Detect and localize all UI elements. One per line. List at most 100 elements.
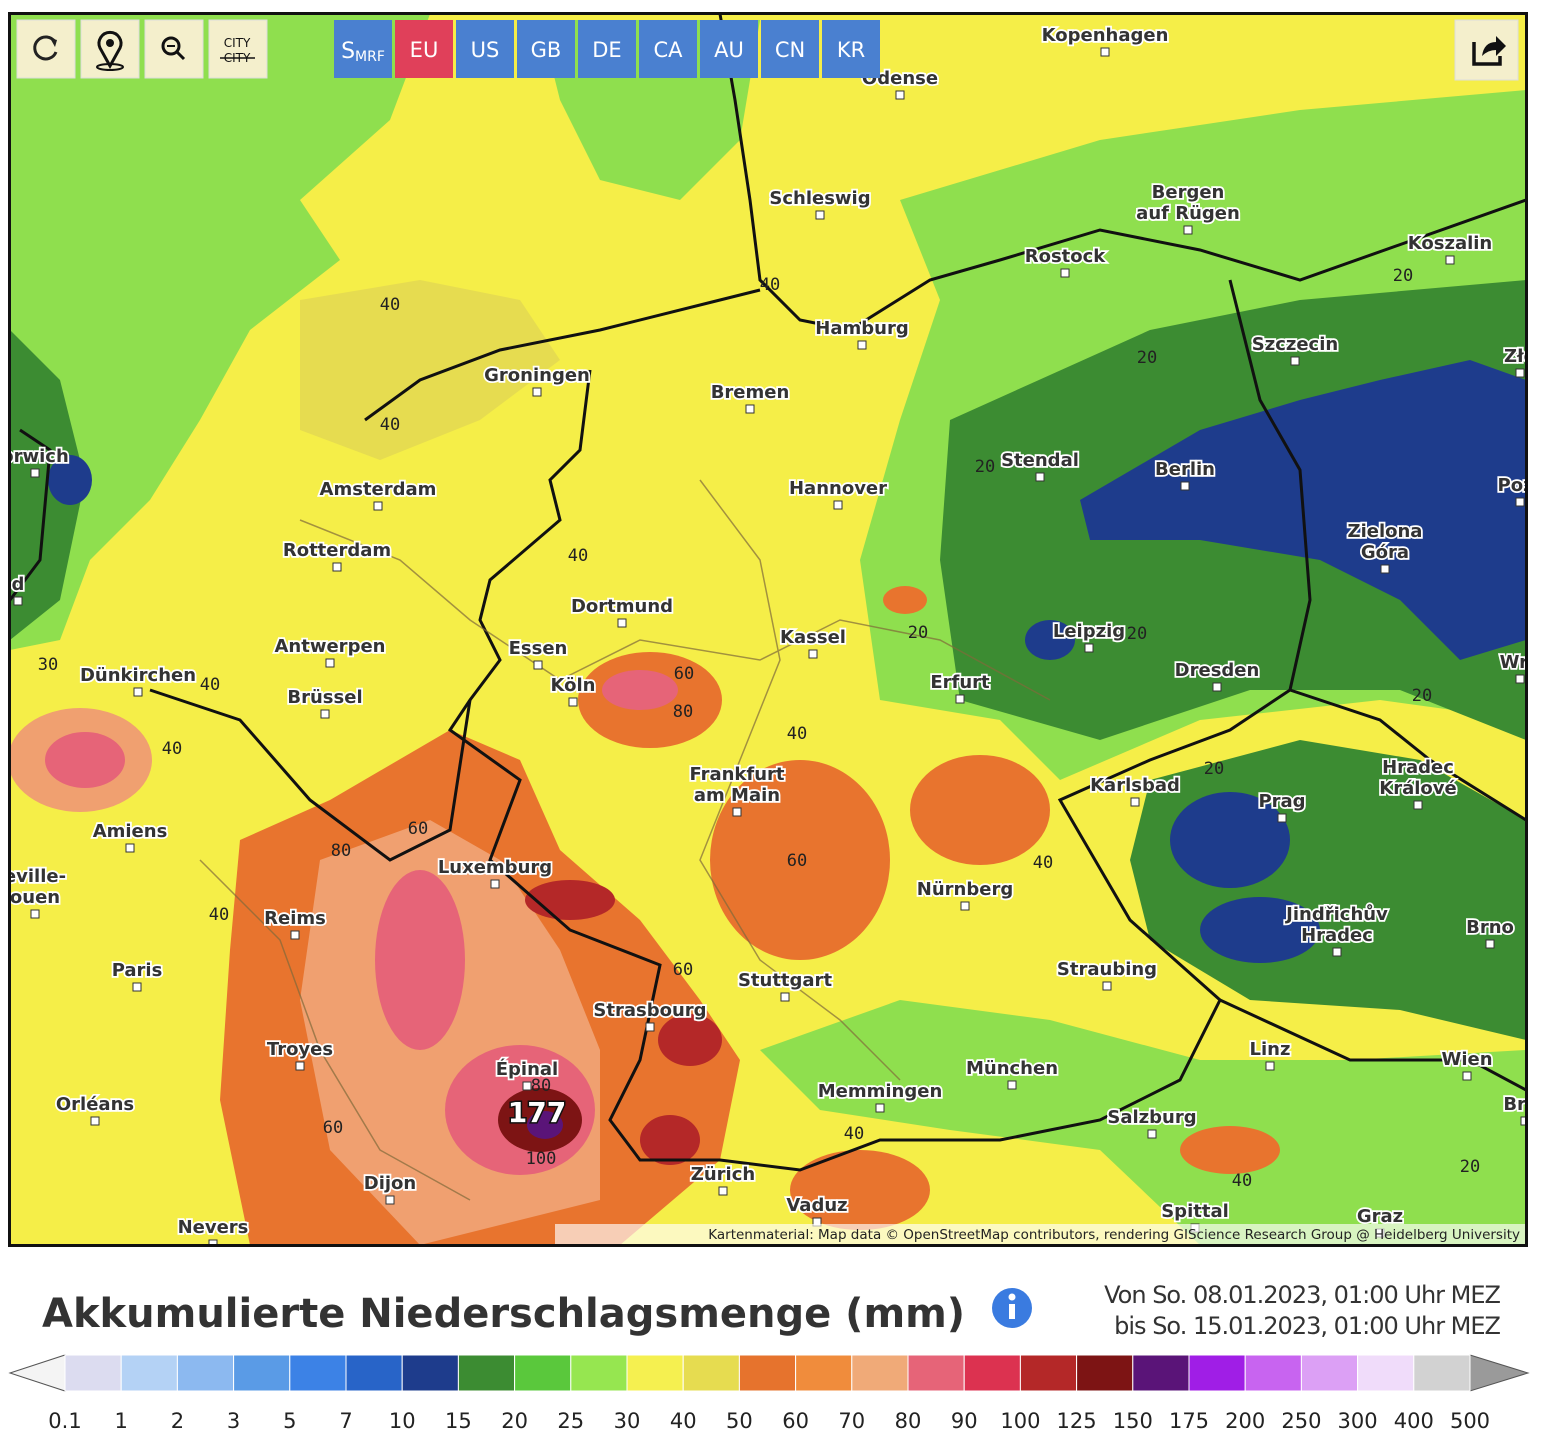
city-marker <box>1007 1080 1017 1090</box>
city-label: Dijon <box>364 1173 416 1194</box>
contour-label: 40 <box>380 295 400 315</box>
city-label: Groningen <box>484 365 590 386</box>
scale-high-arrow <box>1469 1354 1530 1392</box>
city-label: Bremen <box>711 382 790 403</box>
city-label: Rotterdam <box>283 540 391 561</box>
city-marker <box>1180 481 1190 491</box>
map: 40 40 20 20 20 40 20 20 60 80 40 20 20 40 40 60 80 40 60 40… <box>1 14 1541 1245</box>
region-button[interactable]: CN <box>761 20 819 78</box>
scale-box <box>176 1354 235 1392</box>
contour-label: 20 <box>908 623 928 643</box>
city: Rostock <box>1023 244 1108 278</box>
scale-tick-label: 25 <box>557 1409 584 1433</box>
contour-label: 20 <box>1460 1157 1480 1177</box>
region-button[interactable]: DE <box>578 20 636 78</box>
city-marker <box>1060 268 1070 278</box>
city-label: München <box>966 1058 1058 1079</box>
city-label: Zło <box>1504 346 1536 367</box>
city-marker <box>745 404 755 414</box>
scale-box <box>851 1354 909 1392</box>
city-marker <box>895 90 905 100</box>
scale-box <box>1019 1354 1078 1392</box>
city: Zürich <box>689 1162 757 1196</box>
scale-box <box>1357 1354 1415 1392</box>
contour-label: 40 <box>1033 853 1053 873</box>
city: Köln <box>549 673 597 707</box>
city: Straubing <box>1055 957 1159 991</box>
region-button[interactable]: US <box>456 20 514 78</box>
region-button-bg <box>578 20 636 78</box>
region-button[interactable]: KR <box>822 20 880 78</box>
city: Reims <box>262 906 328 940</box>
city-marker <box>1035 472 1045 482</box>
scale-tick-label: 5 <box>283 1409 296 1433</box>
city: Rotterdam <box>281 538 393 572</box>
city: Essen <box>507 636 569 670</box>
color-scale: 0.1 1 2 3 5 7 10 15 20 25 30 40 50 60 70 80 90 100 125 150 1… <box>8 1354 1530 1433</box>
scale-tick-label: 40 <box>670 1409 697 1433</box>
city-label: CITY <box>224 36 251 50</box>
city-toggle[interactable]: CITY CITY <box>208 19 268 79</box>
city-label: Kopenhagen <box>1042 25 1169 46</box>
city-marker <box>617 618 627 628</box>
scale-tick-label: 90 <box>951 1409 978 1433</box>
region-button-bg <box>639 20 697 78</box>
city-marker <box>385 1195 395 1205</box>
city-label: Amsterdam <box>320 479 437 500</box>
city-label: Wro <box>1500 652 1541 673</box>
legend-title: Akkumulierte Niederschlagsmenge (mm) <box>42 1291 965 1337</box>
city: Wro <box>1498 650 1541 684</box>
region-button[interactable]: GB <box>517 20 575 78</box>
region-button[interactable]: CA <box>639 20 697 78</box>
refresh-button[interactable] <box>16 19 76 79</box>
city-marker <box>1515 497 1525 507</box>
city: Prag <box>1257 789 1307 823</box>
city-label: Karlsbad <box>1090 775 1180 796</box>
city-marker <box>568 697 578 707</box>
region-button[interactable]: SMRF <box>334 20 392 78</box>
city: Brüssel <box>286 685 364 719</box>
city-label: Troyes <box>267 1039 333 1060</box>
city-marker <box>1445 255 1455 265</box>
region-button[interactable]: AU <box>700 20 758 78</box>
scale-box <box>682 1354 740 1392</box>
city-marker <box>1515 674 1525 684</box>
city-marker <box>1183 225 1193 235</box>
region-button[interactable]: EU <box>395 20 453 78</box>
share-button[interactable] <box>1454 19 1519 81</box>
zoom-button[interactable] <box>144 19 204 79</box>
location-button[interactable] <box>80 19 140 79</box>
city-label: orwich <box>1 446 69 467</box>
city: Memmingen <box>816 1079 944 1113</box>
city: Dünkirchen <box>78 663 198 697</box>
region-label: EU <box>410 38 439 62</box>
city-label: Kassel <box>780 627 846 648</box>
scale-box <box>738 1354 797 1392</box>
region-label-main: S <box>341 39 355 64</box>
contour-label: 40 <box>568 546 588 566</box>
city-marker <box>30 468 40 478</box>
scale-tick-label: 0.1 <box>48 1409 81 1433</box>
scale-tick-label: 200 <box>1225 1409 1265 1433</box>
city-marker <box>13 596 23 606</box>
city-label: eville- <box>4 866 66 887</box>
info-button[interactable] <box>992 1288 1032 1328</box>
city-label: Králové <box>1379 778 1456 799</box>
scale-box <box>345 1354 403 1392</box>
city-marker <box>1332 947 1342 957</box>
city-marker <box>1380 564 1390 574</box>
city-label: Góra <box>1361 542 1409 563</box>
city: Leipzig <box>1051 619 1127 653</box>
city-label: Reims <box>264 908 326 929</box>
scale-box <box>1413 1354 1471 1392</box>
city: Kopenhagen <box>1040 23 1170 57</box>
city: Hamburg <box>814 316 910 350</box>
city-marker <box>1102 981 1112 991</box>
scale-box <box>1300 1354 1359 1392</box>
city-label: Graz <box>1357 1206 1403 1227</box>
city: Wien <box>1440 1047 1494 1081</box>
city: Troyes <box>265 1037 335 1071</box>
city-label: Hradec <box>1382 757 1454 778</box>
city-label: Dresden <box>1175 660 1260 681</box>
city-label: Brüssel <box>287 687 362 708</box>
